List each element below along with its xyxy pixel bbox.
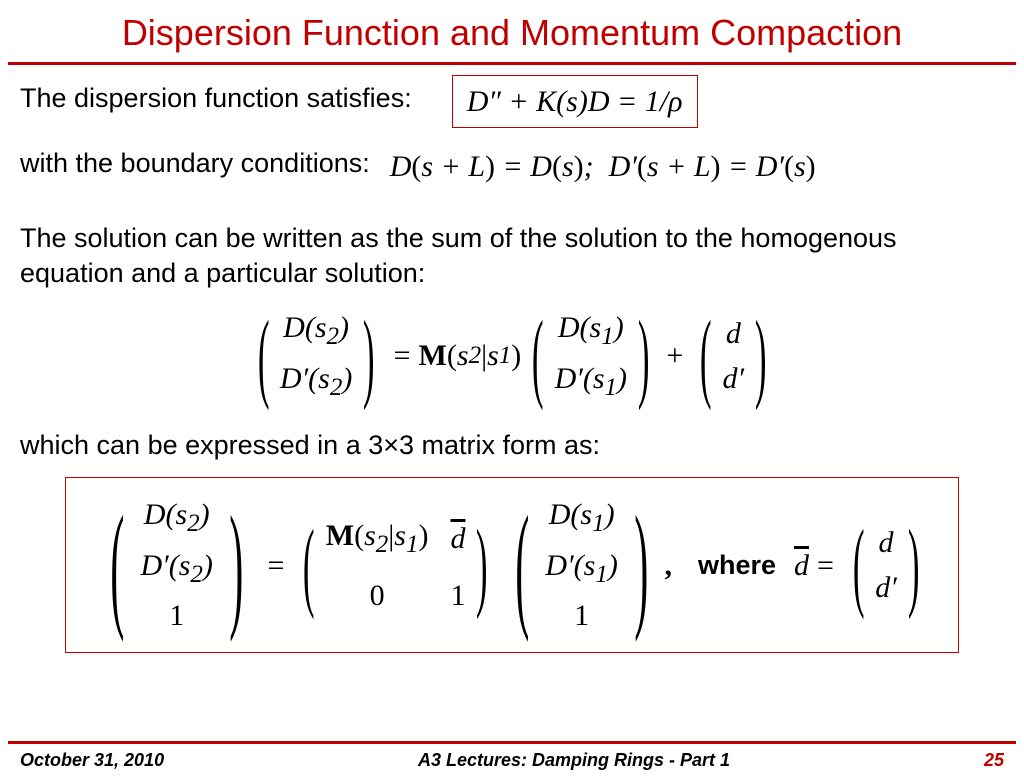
- mat-1: 1: [450, 576, 465, 615]
- v3-1b: 1: [574, 593, 589, 638]
- footer-center: A3 Lectures: Damping Rings - Part 1: [418, 750, 730, 771]
- eq-sign: =: [817, 546, 834, 585]
- mat-dbar: d: [450, 519, 465, 558]
- text-line1: The dispersion function satisfies:: [20, 81, 412, 116]
- slide-title: Dispersion Function and Momentum Compact…: [0, 0, 1024, 62]
- v3-Dps2: D′(s2): [140, 543, 212, 594]
- equation-dispersion-ode: D″ + K(s)D = 1/ρ: [452, 75, 698, 128]
- footer-date: October 31, 2010: [20, 750, 164, 771]
- footer-page: 25: [984, 750, 1004, 771]
- row-line2: with the boundary conditions: D(s + L) =…: [20, 146, 1004, 187]
- text-line2: with the boundary conditions:: [20, 146, 370, 181]
- footer: October 31, 2010 A3 Lectures: Damping Ri…: [0, 744, 1024, 781]
- where-label: where: [698, 548, 776, 583]
- slide-body: The dispersion function satisfies: D″ + …: [0, 65, 1024, 741]
- dbar-d: d: [879, 520, 894, 565]
- v3-Ds1: D(s1): [549, 492, 615, 543]
- comma: ,: [664, 546, 672, 585]
- text-para1: The solution can be written as the sum o…: [20, 221, 1004, 291]
- dbar-def-lhs: d: [794, 546, 809, 585]
- dbar-dp: d′: [875, 565, 897, 610]
- v3-1a: 1: [169, 593, 184, 638]
- vec-Dps2: D′(s2): [280, 356, 352, 407]
- vec-d: d: [726, 311, 741, 356]
- row-line1: The dispersion function satisfies: D″ + …: [20, 75, 1004, 128]
- v3-Dps1: D′(s1): [545, 543, 617, 594]
- text-line3: which can be expressed in a 3×3 matrix f…: [20, 428, 1004, 463]
- mat-M: M(s2|s1): [326, 516, 429, 562]
- equation-boundary-conditions: D(s + L) = D(s); D′(s + L) = D′(s): [390, 147, 816, 186]
- slide: Dispersion Function and Momentum Compact…: [0, 0, 1024, 781]
- vec-Ds2: D(s2): [283, 305, 349, 356]
- mat-0: 0: [370, 576, 385, 615]
- equation-transfer-3x3-box: ( D(s2) D′(s2) 1 ) = ( M(s2|s1) d 0 1 ) …: [20, 477, 1004, 653]
- v3-Ds2: D(s2): [144, 492, 210, 543]
- vec-Dps1: D′(s1): [555, 356, 627, 407]
- vec-Ds1: D(s1): [558, 305, 624, 356]
- vec-dp: d′: [723, 356, 745, 401]
- equation-transfer-2x2: ( D(s2) D′(s2) ) = M(s2|s1) ( D(s1) D′(s…: [20, 305, 1004, 406]
